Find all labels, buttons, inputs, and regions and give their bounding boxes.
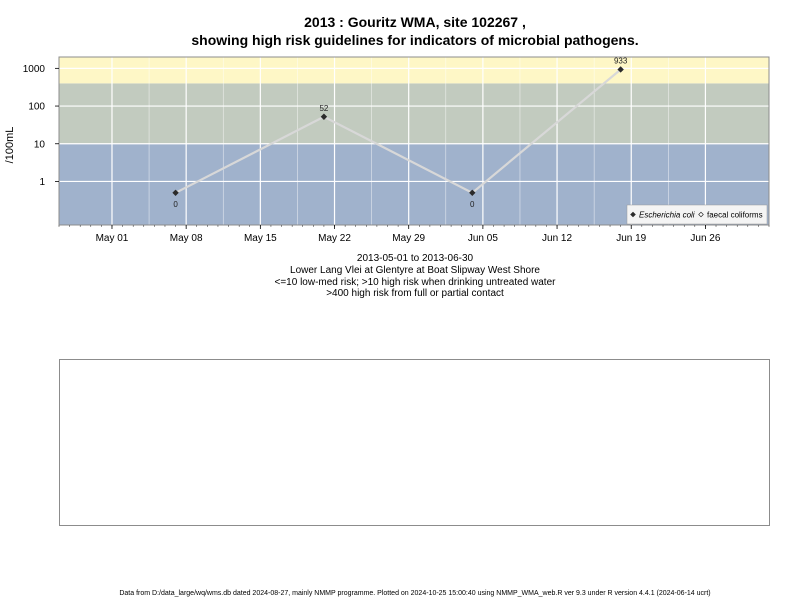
- data-point-label: 933: [614, 56, 628, 65]
- x-tick-label: May 01: [96, 233, 129, 244]
- legend-label: faecal coliforms: [707, 211, 763, 220]
- x-tick-label: Jun 26: [690, 233, 720, 244]
- legend-label: Escherichia coli: [639, 211, 695, 220]
- x-axis: May 01 May 08 May 15 May 22 May 29 Jun 05 Jun …: [58, 225, 770, 244]
- legend-marker: [698, 211, 704, 218]
- series-line-ecoli: [175, 68, 622, 195]
- data-point-marker: [320, 113, 328, 120]
- data-point-marker: [617, 66, 624, 73]
- caption-guideline-low: <=10 low-med risk; >10 high risk when dr…: [274, 277, 556, 288]
- series: 0 52 0 933: [172, 56, 628, 209]
- risk-bands: [59, 57, 769, 225]
- data-point-label: 0: [173, 200, 178, 209]
- x-tick-label: Jun 05: [468, 233, 498, 244]
- y-axis: 1 10 100 1000: [23, 64, 59, 188]
- plot-frame: [58, 56, 770, 226]
- microbial-risk-chart: 1 10 100 1000 May 01 May 08 May 15 May 22 May 2…: [4, 56, 770, 244]
- x-tick-label: May 08: [170, 233, 203, 244]
- caption-date-range: 2013-05-01 to 2013-06-30: [356, 253, 474, 264]
- legend: Escherichia coli faecal coliforms: [626, 204, 768, 225]
- footer-note: Data from D:/data_large/wq/wms.db dated …: [119, 590, 711, 597]
- y-tick-label: 10: [34, 139, 46, 150]
- x-tick-label: May 29: [392, 233, 425, 244]
- caption-guideline-high: >400 high risk from full or partial cont…: [326, 288, 504, 299]
- legend-marker: [630, 211, 636, 218]
- band-high-risk-drinking: [59, 83, 769, 144]
- data-point-label: 0: [470, 200, 475, 209]
- x-tick-label: May 22: [318, 233, 351, 244]
- y-tick-label: 1000: [23, 64, 46, 75]
- data-point-label: 52: [319, 104, 328, 113]
- chart-title-line2: showing high risk guidelines for indicat…: [191, 32, 639, 48]
- gridlines: [59, 57, 769, 225]
- x-tick-label: Jun 12: [542, 233, 572, 244]
- empty-plot-panel: [59, 359, 770, 526]
- x-tick-label: May 15: [244, 233, 277, 244]
- x-tick-label: Jun 19: [616, 233, 646, 244]
- caption-location: Lower Lang Vlei at Glentyre at Boat Slip…: [290, 265, 540, 276]
- y-tick-label: 100: [28, 102, 45, 113]
- y-axis-label: /100mL: [4, 127, 16, 164]
- band-high-risk-contact: [59, 57, 769, 84]
- y-tick-label: 1: [39, 177, 45, 188]
- chart-title-line1: 2013 : Gouritz WMA, site 102267 ,: [304, 14, 526, 30]
- legend-box: [626, 204, 768, 225]
- data-point-marker: [469, 189, 476, 197]
- data-point-marker: [172, 189, 179, 197]
